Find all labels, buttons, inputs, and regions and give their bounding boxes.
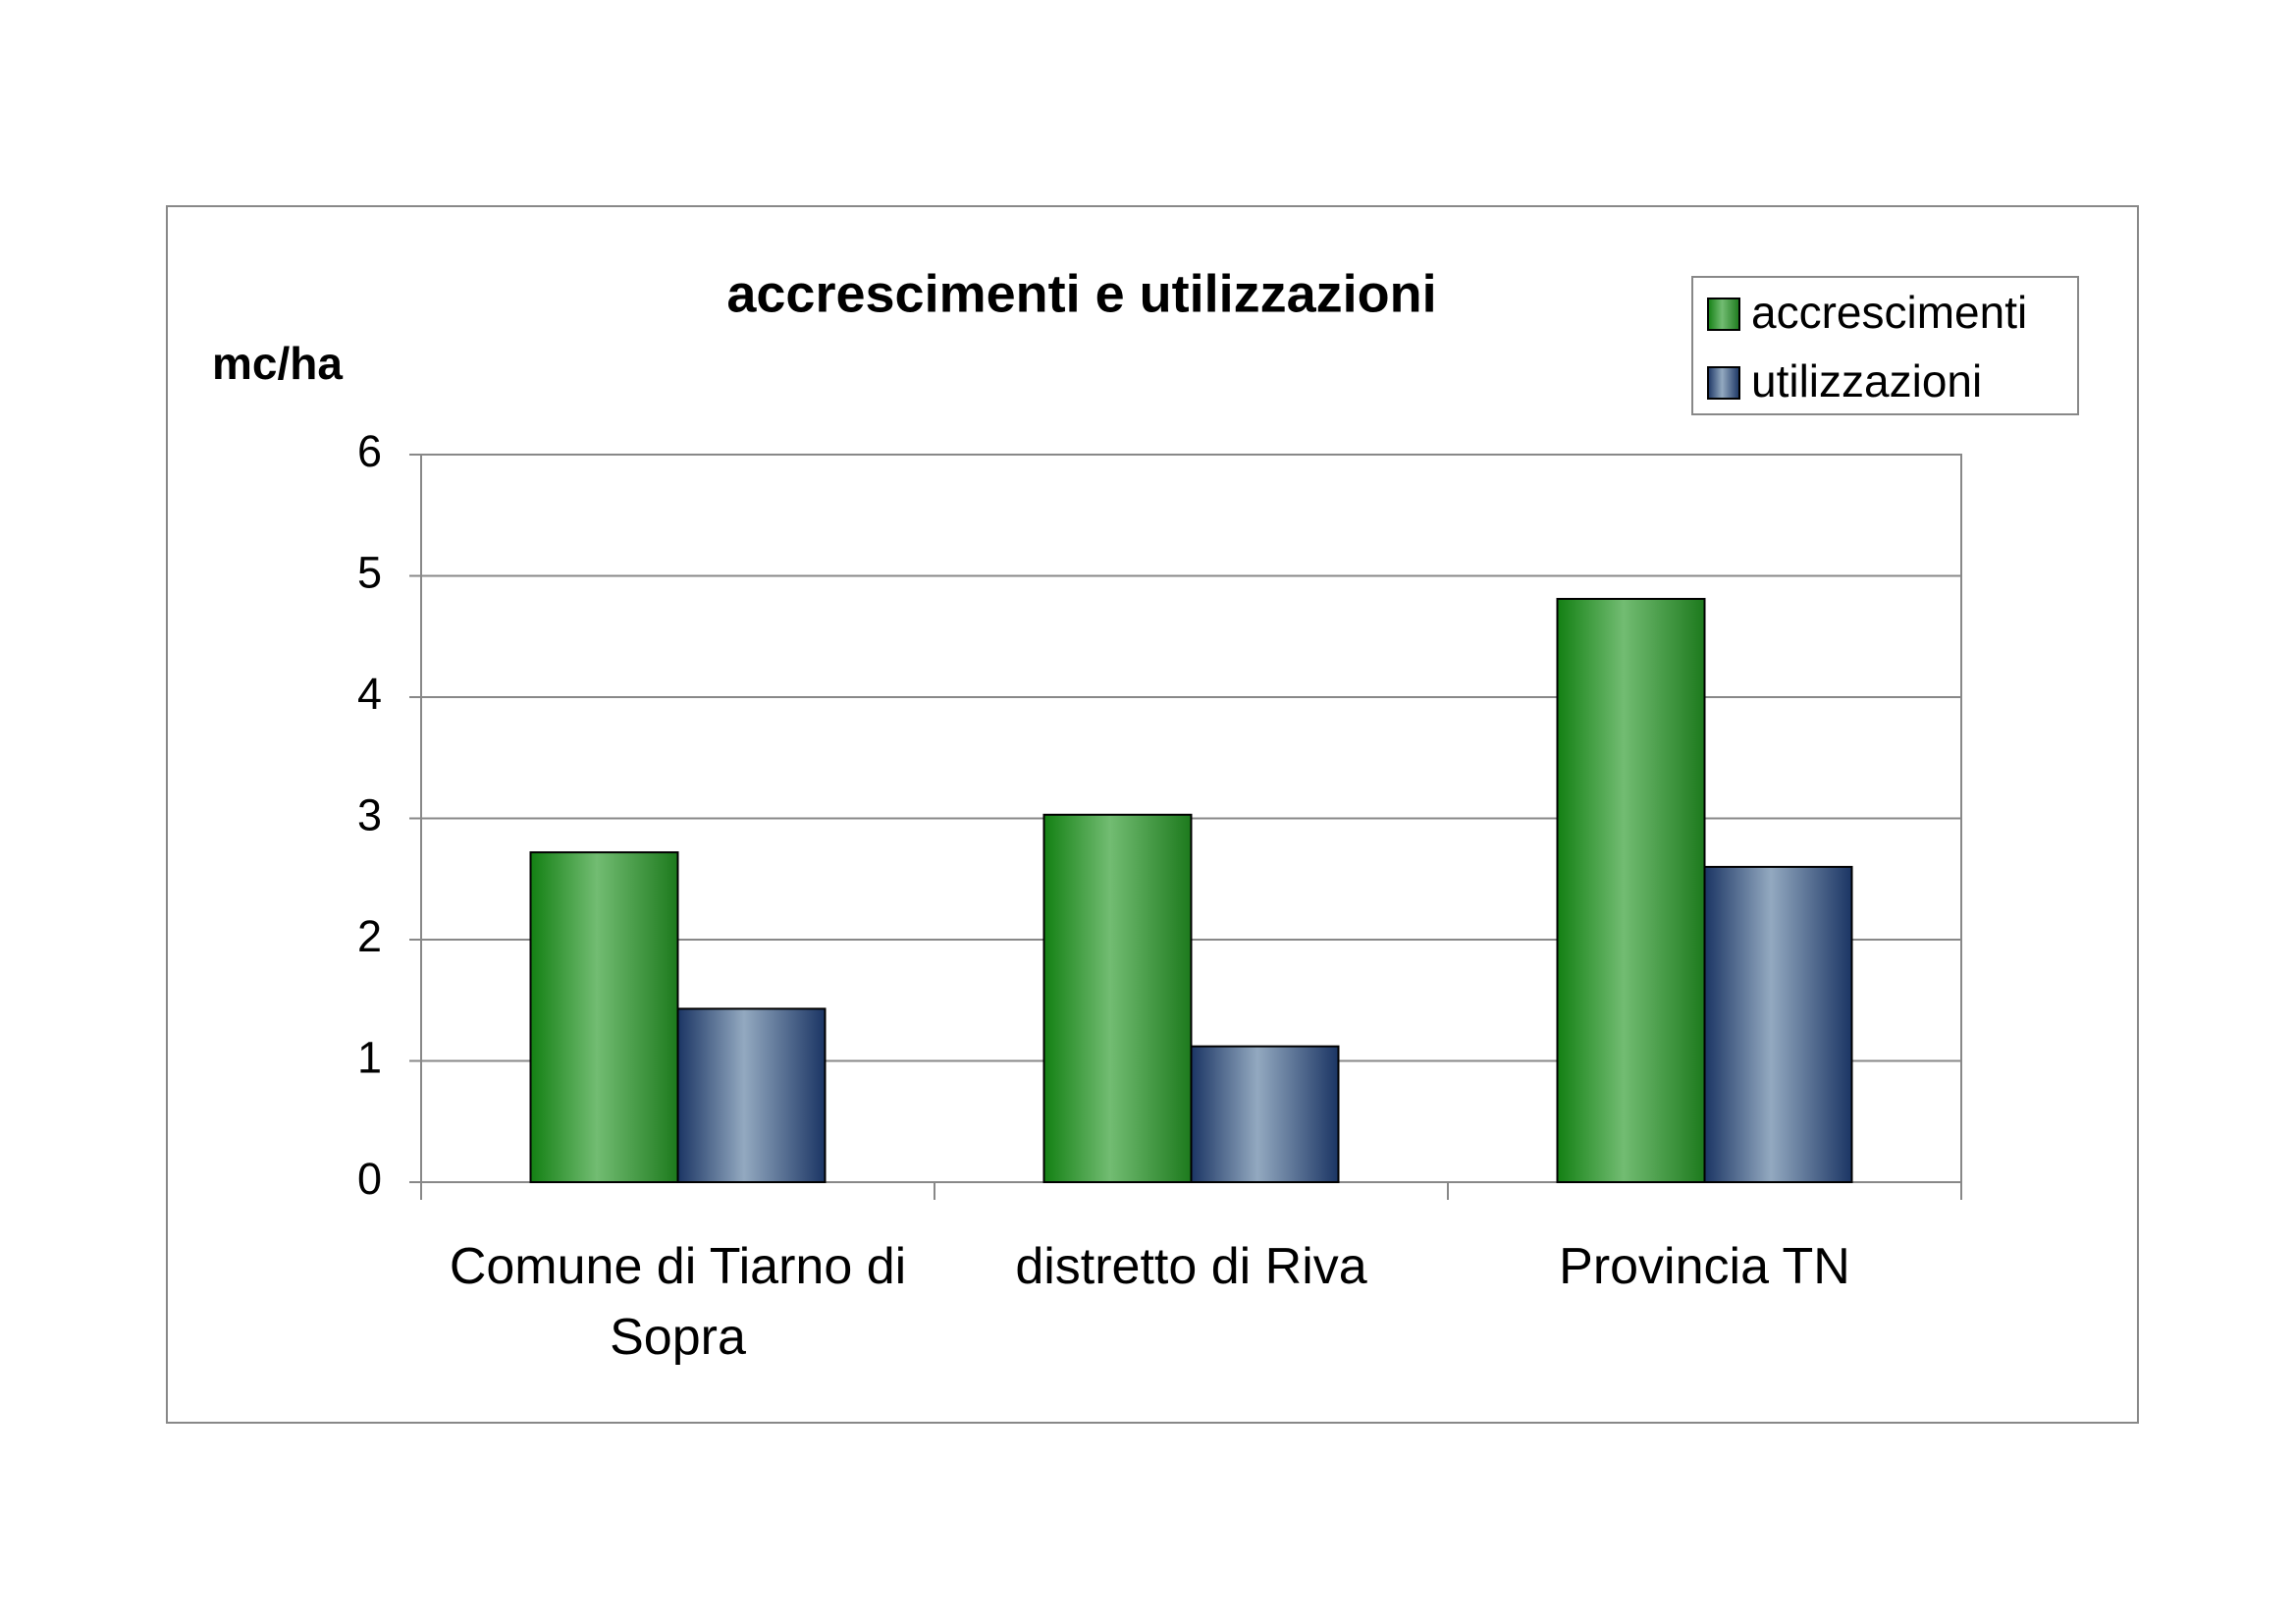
bar xyxy=(529,851,679,1184)
bar xyxy=(1556,597,1706,1183)
legend-label: utilizzazioni xyxy=(1751,355,1982,406)
legend-swatch xyxy=(1707,298,1740,331)
x-tick-label: distretto di Riva xyxy=(1015,1238,1367,1295)
bar xyxy=(1042,813,1193,1183)
legend-swatch xyxy=(1707,366,1740,400)
x-tick-label: Comune di Tiarno di Sopra xyxy=(449,1238,907,1366)
y-tick-label: 6 xyxy=(357,426,382,476)
chart-title: accrescimenti e utilizzazioni xyxy=(726,264,1436,323)
bar xyxy=(1703,865,1853,1184)
y-tick-label: 4 xyxy=(357,669,382,719)
x-tick-label: Provincia TN xyxy=(1559,1238,1850,1295)
y-tick-label: 1 xyxy=(357,1032,382,1082)
y-tick-label: 5 xyxy=(357,547,382,597)
y-tick-label: 2 xyxy=(357,911,382,961)
bar xyxy=(676,1007,827,1184)
y-tick-label: 3 xyxy=(357,789,382,839)
legend-box xyxy=(1691,276,2079,415)
bar xyxy=(1190,1045,1340,1184)
legend-label: accrescimenti xyxy=(1751,287,2027,338)
y-axis-label: mc/ha xyxy=(212,338,343,389)
y-tick-label: 0 xyxy=(357,1154,382,1204)
